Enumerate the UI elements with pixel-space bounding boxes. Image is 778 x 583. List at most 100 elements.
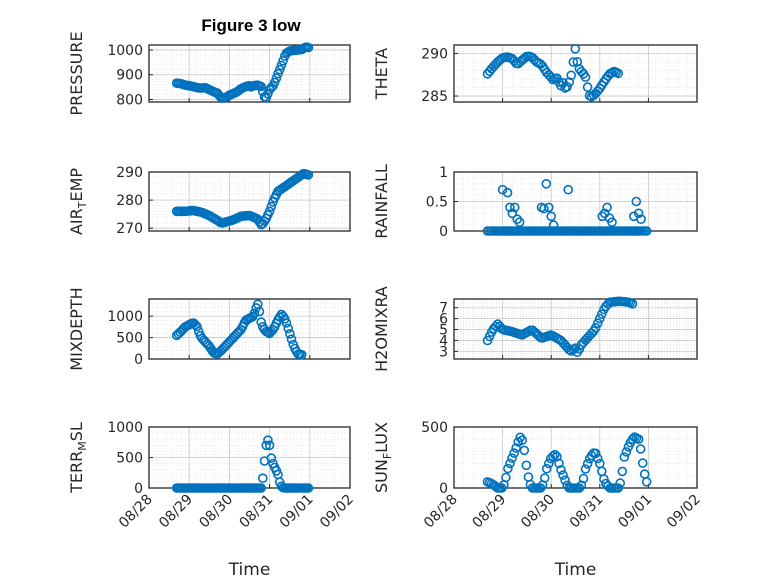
data-point: [271, 73, 282, 83]
y-tick-label: 285: [421, 89, 448, 105]
data-point: [257, 473, 268, 484]
data-point: [509, 448, 519, 458]
data-point: [266, 453, 277, 463]
data-point: [607, 217, 617, 227]
data-point: [507, 208, 518, 219]
data-point: [631, 196, 642, 207]
data-point: [303, 170, 314, 180]
y-axis-label: RAINFALL: [372, 164, 391, 239]
data-point: [554, 458, 564, 469]
data-point: [509, 202, 520, 213]
data-point: [570, 43, 581, 54]
data-point: [249, 308, 260, 319]
data-point: [621, 447, 632, 457]
data-point: [514, 217, 525, 227]
axes-box: [148, 298, 351, 360]
y-tick-label: 500: [116, 331, 143, 347]
y-axis-label: PRESSURE: [67, 31, 86, 115]
y-tick-label: 290: [421, 47, 448, 63]
y-tick-label: 0: [134, 352, 143, 368]
y-axis-label: THETA: [372, 48, 391, 100]
data-point: [574, 483, 585, 493]
data-point: [548, 220, 559, 230]
data-point: [599, 474, 609, 484]
data-point: [490, 321, 501, 332]
data-point: [278, 55, 288, 66]
subplot-mixdepth: 0 500 1000 MIXDEPTH: [67, 287, 351, 371]
data-point: [578, 473, 589, 484]
y-tick-label: 500: [421, 420, 448, 436]
data-point: [269, 77, 280, 88]
data-point: [539, 473, 550, 483]
data-point: [556, 465, 566, 475]
data-point: [283, 323, 294, 334]
data-point: [627, 434, 638, 445]
subplot-theta: 285 290 THETA: [372, 43, 698, 105]
data-point: [266, 201, 277, 212]
data-point: [519, 445, 530, 456]
data-point: [635, 444, 646, 454]
data-point: [521, 460, 532, 471]
data-point: [517, 435, 528, 446]
y-tick-label: 0: [134, 481, 143, 497]
data-point: [592, 453, 603, 464]
x-axis-label: Time: [554, 560, 597, 580]
y-tick-label: 0: [439, 224, 448, 240]
data-point: [596, 309, 607, 319]
data-point: [602, 202, 612, 213]
data-point: [563, 184, 574, 195]
data-point: [548, 451, 558, 462]
data-point: [256, 81, 267, 92]
data-point: [303, 42, 314, 53]
data-point: [276, 60, 287, 71]
y-tick-label: 900: [116, 68, 143, 84]
y-tick-label: 1000: [107, 43, 143, 59]
data-point: [502, 187, 513, 198]
data-point: [539, 203, 549, 214]
data-point: [615, 478, 626, 488]
data-point: [254, 306, 265, 317]
y-tick-label: 280: [116, 193, 143, 209]
subplot-rainfall: 0 0.5 1 RAINFALL: [372, 164, 698, 240]
axes-box: [148, 44, 351, 103]
data-point: [641, 226, 652, 236]
data-point: [261, 440, 272, 451]
y-tick-label: 3: [439, 344, 448, 360]
data-point: [264, 440, 275, 451]
data-point: [505, 202, 515, 213]
data-point: [541, 179, 552, 189]
data-point: [541, 463, 552, 474]
data-point: [633, 208, 644, 219]
y-axis-label: SUNFLUX: [372, 422, 394, 493]
y-tick-label: 800: [116, 93, 143, 109]
data-point: [507, 453, 517, 464]
figure-title: Figure 3 low: [201, 16, 301, 35]
data-point: [192, 321, 202, 332]
data-point: [562, 82, 572, 92]
data-point: [590, 322, 601, 333]
data-point: [256, 483, 267, 493]
subplot-pressure: 800 900 1000 PRESSURE: [67, 31, 351, 116]
data-point: [511, 443, 521, 453]
data-point: [497, 184, 508, 195]
data-point: [592, 318, 603, 329]
data-point: [286, 334, 297, 345]
data-point: [303, 483, 314, 493]
data-point: [281, 318, 292, 328]
subplot-air-temp: 270 280 290 AIRTEMP: [67, 165, 351, 237]
y-axis-label: MIXDEPTH: [67, 287, 86, 370]
data-point: [560, 475, 570, 486]
data-point: [568, 57, 579, 67]
data-point: [505, 458, 515, 469]
data-point: [594, 313, 605, 324]
axes-box: [148, 171, 351, 232]
data-point: [564, 344, 575, 355]
data-point: [619, 452, 630, 462]
data-point: [543, 458, 554, 469]
y-tick-label: 0.5: [426, 195, 448, 211]
data-point: [285, 328, 295, 339]
data-point: [637, 458, 648, 468]
data-point: [582, 82, 593, 92]
y-axis-label: AIRTEMP: [67, 168, 89, 235]
